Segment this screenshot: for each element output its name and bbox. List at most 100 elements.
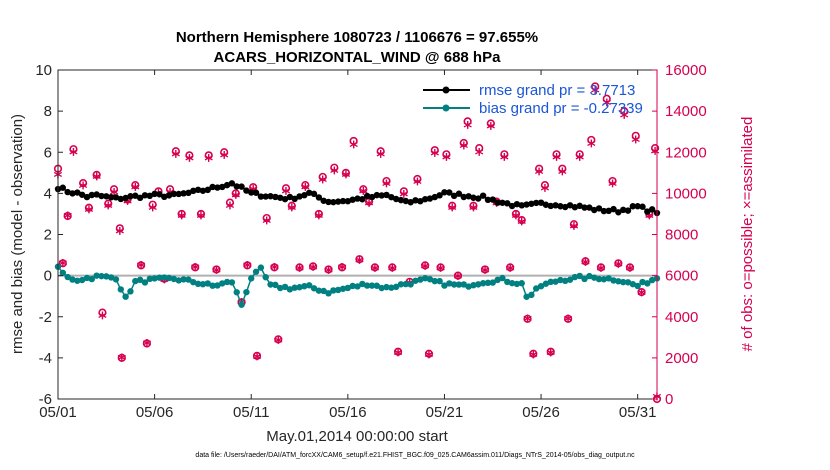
rmse-point xyxy=(595,205,603,212)
rmse-point xyxy=(165,192,173,199)
rmse-point xyxy=(552,202,559,209)
x-tick-label: 05/11 xyxy=(233,404,269,421)
bias-point xyxy=(475,281,482,288)
bias-point xyxy=(368,282,376,289)
assimilated-obs-point: * xyxy=(104,199,113,219)
bias-point xyxy=(122,293,129,300)
possible-obs-point xyxy=(506,263,515,272)
possible-obs-point xyxy=(388,263,397,272)
possible-obs-point xyxy=(523,314,532,323)
possible-obs-point xyxy=(92,170,101,179)
assimilated-obs-point: * xyxy=(142,337,151,357)
x-tick-label: 05/21 xyxy=(426,404,464,421)
possible-obs-point xyxy=(84,203,94,212)
assimilated-obs-point: * xyxy=(79,179,88,199)
bias-point xyxy=(436,277,443,285)
possible-obs-point xyxy=(608,176,617,186)
bias-point xyxy=(199,281,207,288)
rmse-point xyxy=(228,180,236,187)
bias-point xyxy=(383,283,390,291)
possible-obs-point xyxy=(337,263,347,272)
rmse-point xyxy=(518,202,525,209)
assimilated-obs-point: * xyxy=(575,150,584,170)
possible-obs-point xyxy=(370,263,379,272)
rmse-point xyxy=(257,193,265,200)
rmse-point xyxy=(373,191,381,199)
rmse-point xyxy=(204,186,211,194)
bias-point xyxy=(542,280,550,287)
x-axis: 05/01 05/06 05/11 05/16 05/21 05/26 05/31 xyxy=(39,70,656,421)
y-axis-label: rmse and bias (model - observation) xyxy=(9,114,26,354)
assimilated-obs-point: * xyxy=(486,120,495,140)
rmse-point xyxy=(156,191,163,198)
bias-point xyxy=(417,276,424,283)
possible-obs-point xyxy=(63,211,72,221)
bias-point xyxy=(93,272,100,279)
assimilated-obs-point: * xyxy=(314,209,323,229)
possible-obs-point xyxy=(220,148,229,157)
possible-obs-point xyxy=(270,263,279,272)
rmse-point xyxy=(513,200,521,208)
rmse-point xyxy=(185,189,192,197)
rmse-point xyxy=(407,199,414,206)
rmse-point xyxy=(248,189,255,196)
bias-point xyxy=(591,274,598,281)
assimilated-obs-point: * xyxy=(597,261,606,281)
assimilated-obs-point: * xyxy=(569,219,578,239)
rmse-point xyxy=(475,195,482,202)
bias-point xyxy=(648,276,656,284)
assimilated-obs-point: * xyxy=(620,108,629,128)
assimilated-obs-point: * xyxy=(558,165,567,185)
bias-point xyxy=(132,277,139,285)
possible-obs-point xyxy=(480,265,490,274)
assimilated-obs-point: * xyxy=(614,257,623,277)
possible-obs-point xyxy=(469,201,478,210)
y2-tick-label: 0 xyxy=(665,391,673,408)
possible-obs-point xyxy=(500,150,509,159)
possible-obs-point xyxy=(136,261,146,270)
legend-rmse-label: rmse grand pr = 3.7713 xyxy=(479,82,635,99)
rmse-point xyxy=(194,186,202,194)
assimilated-obs-point: * xyxy=(581,255,590,275)
assimilated-obs-point: * xyxy=(388,261,397,281)
assimilated-obs-point: * xyxy=(253,350,262,370)
possible-obs-point xyxy=(324,265,333,274)
assimilated-obs-point: * xyxy=(529,348,538,368)
rmse-point xyxy=(402,197,410,205)
legend: rmse grand pr = 3.7713 bias grand pr = -… xyxy=(423,82,643,117)
y-tick-label: 8 xyxy=(44,103,52,120)
assimilated-obs-point: * xyxy=(84,203,93,223)
assimilated-obs-point: * xyxy=(318,173,327,193)
possible-obs-point xyxy=(393,347,403,356)
rmse-point xyxy=(272,193,279,201)
rmse-point xyxy=(639,203,646,210)
rmse-point xyxy=(344,197,352,205)
bias-point xyxy=(571,273,579,281)
bias-point xyxy=(388,284,395,291)
possible-obs-point xyxy=(421,261,430,270)
possible-obs-point xyxy=(295,263,304,272)
y2-tick-label: 14000 xyxy=(665,103,707,120)
bias-point xyxy=(185,276,192,283)
assimilated-obs-point: * xyxy=(394,346,403,366)
bias-point xyxy=(238,301,245,308)
assimilated-obs-point: * xyxy=(608,177,617,197)
possible-obs-point xyxy=(212,265,221,274)
rmse-point xyxy=(557,203,564,210)
bias-point xyxy=(619,278,627,286)
rmse-point xyxy=(64,188,71,196)
possible-obs-point xyxy=(564,314,573,323)
legend-bias-marker xyxy=(442,104,450,112)
possible-obs-point xyxy=(413,174,422,184)
bias-point xyxy=(64,273,71,281)
rmse-point xyxy=(397,196,405,204)
rmse-point xyxy=(644,208,651,215)
rmse-point xyxy=(267,193,274,200)
bias-point xyxy=(518,280,525,287)
possible-obs-point xyxy=(399,187,408,196)
possible-obs-point xyxy=(318,172,327,182)
assimilated-obs-point: * xyxy=(421,259,430,279)
rmse-point xyxy=(136,194,144,202)
assimilated-obs-point: * xyxy=(382,177,391,197)
